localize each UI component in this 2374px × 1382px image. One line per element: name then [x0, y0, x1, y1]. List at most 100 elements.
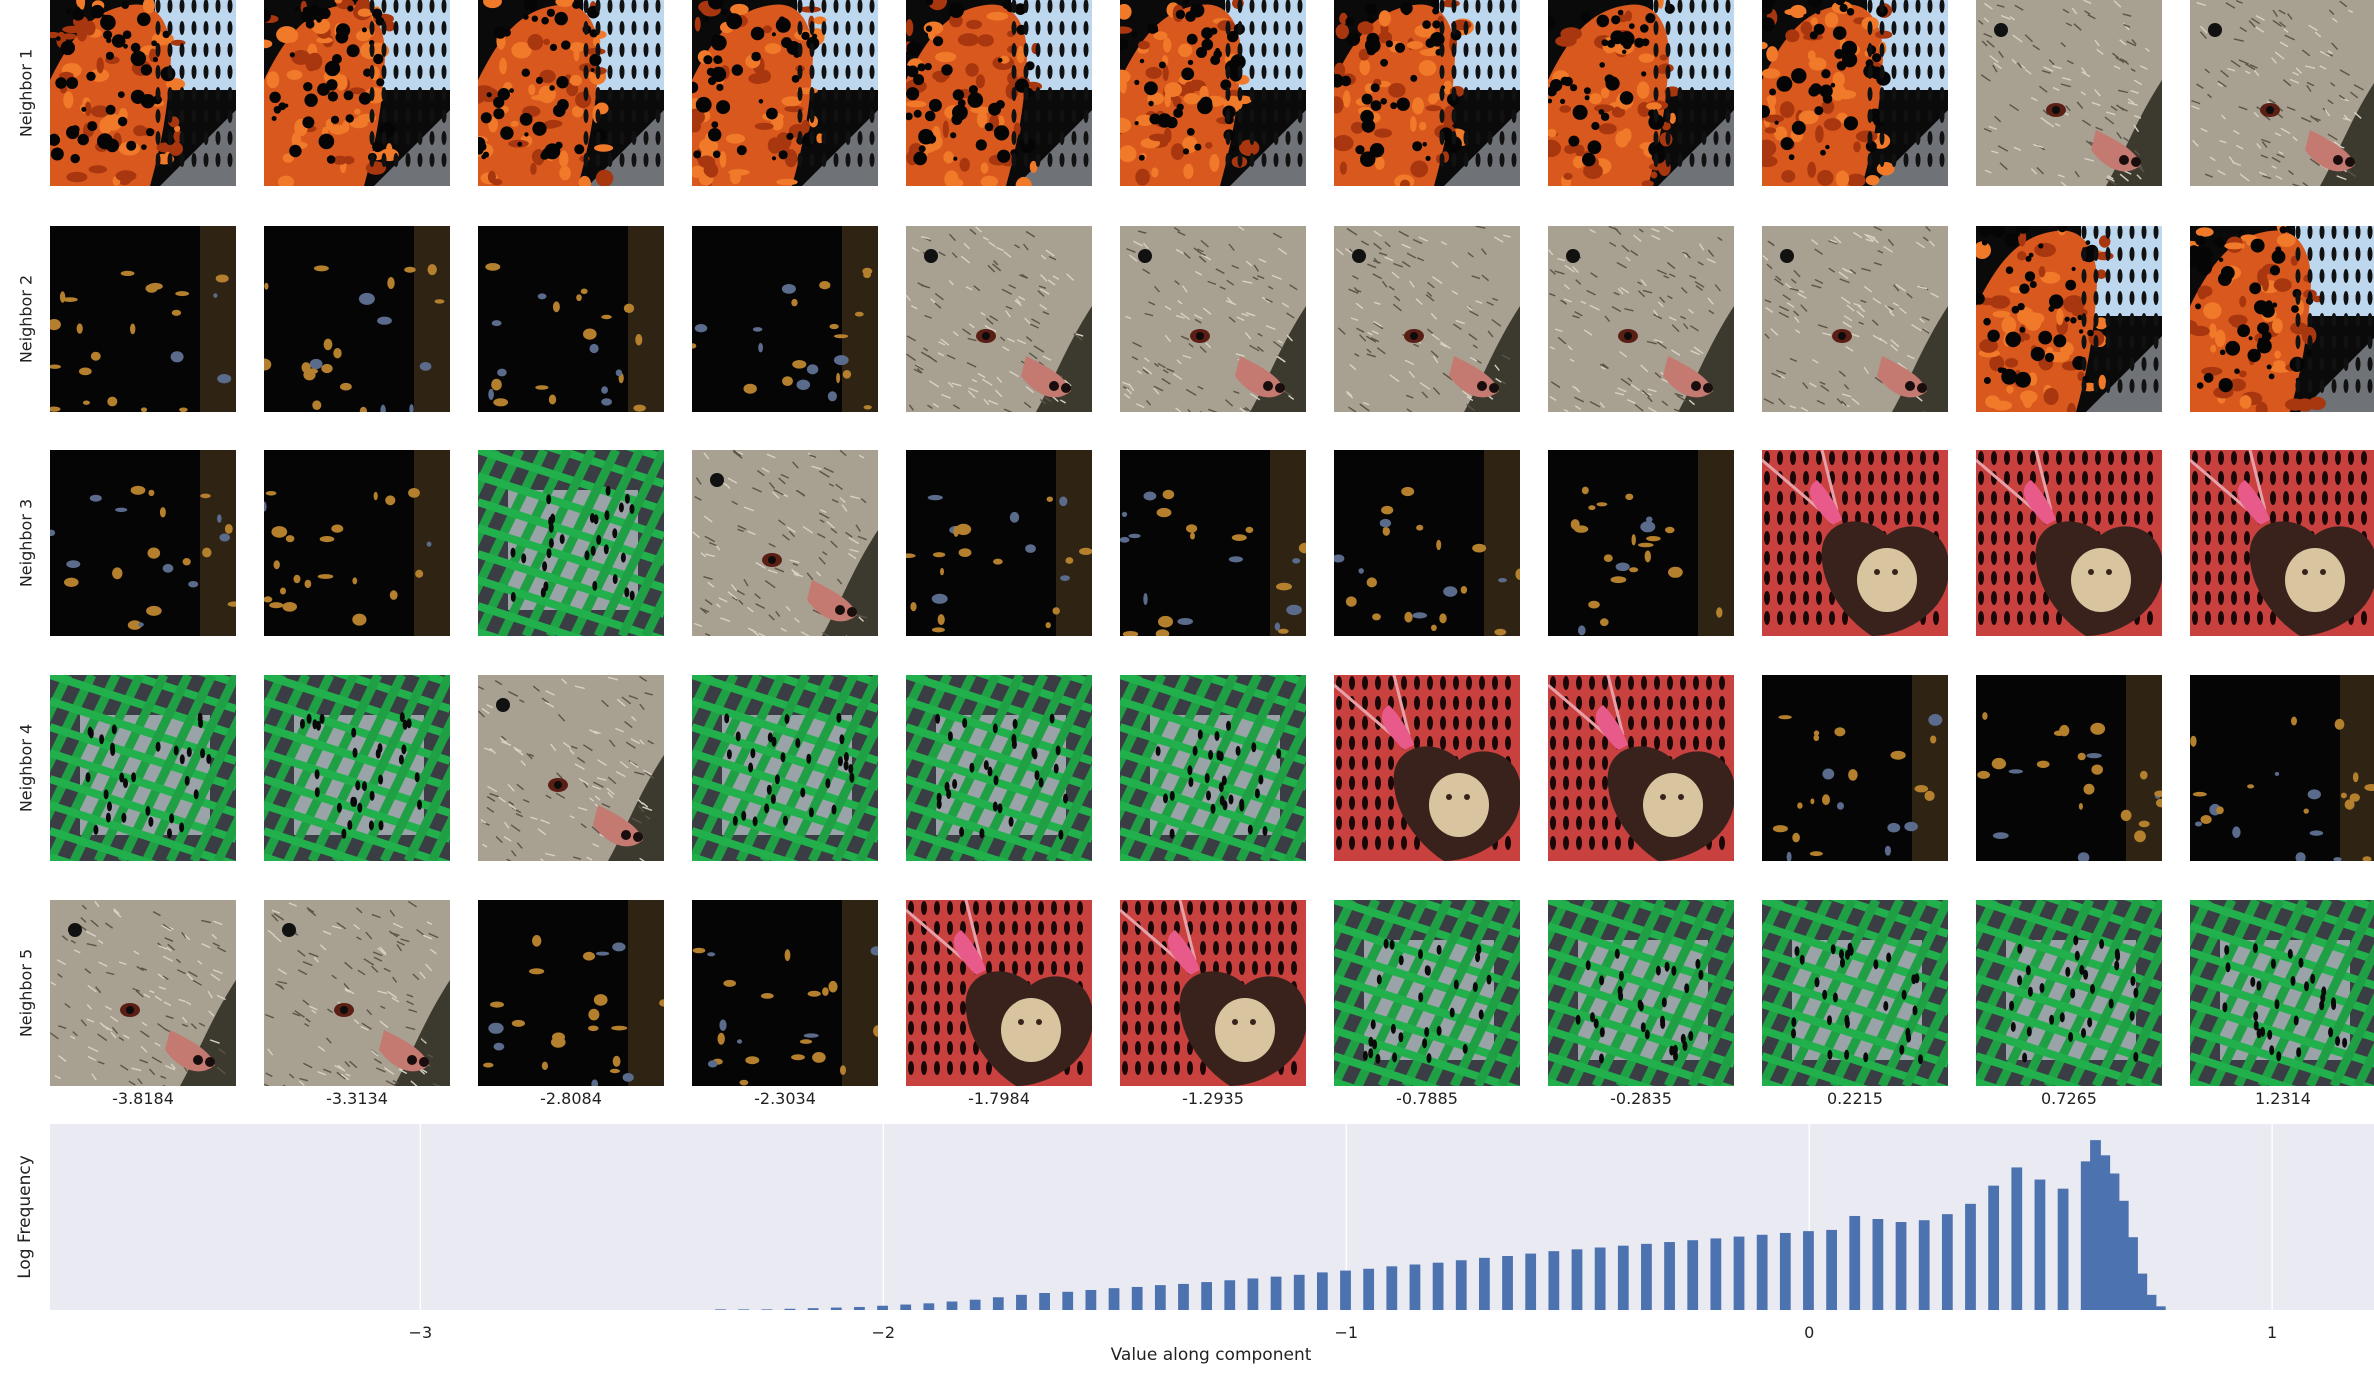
dark-tree-thumbnail — [50, 450, 236, 636]
green-cage-thumbnail — [2190, 900, 2374, 1086]
column-value-label: 0.2215 — [1827, 1089, 1883, 1108]
mongoose-thumbnail — [1334, 226, 1520, 412]
green-cage-thumbnail — [906, 675, 1092, 861]
fire-thumbnail — [50, 0, 236, 186]
dark-tree-thumbnail — [692, 226, 878, 412]
x-tick-label: 1 — [2267, 1323, 2277, 1342]
dark-tree-thumbnail — [906, 450, 1092, 636]
histogram-bar — [2136, 1273, 2148, 1310]
dark-tree-thumbnail — [478, 226, 664, 412]
histogram-bar — [715, 1309, 726, 1310]
histogram-bar — [946, 1301, 958, 1310]
histogram-bar — [1803, 1231, 1814, 1310]
histogram-bar — [992, 1297, 1004, 1310]
histogram-bar — [1479, 1257, 1490, 1310]
histogram-bar — [2080, 1161, 2092, 1310]
green-cage-thumbnail — [692, 675, 878, 861]
y-axis-label: Log Frequency — [15, 1155, 35, 1279]
histogram-bar — [1826, 1229, 1837, 1310]
histogram-bar — [761, 1309, 773, 1310]
heart-locket-thumbnail — [906, 900, 1092, 1086]
histogram-bar — [1965, 1203, 1976, 1310]
histogram-bar — [1085, 1289, 1097, 1310]
histogram-bar — [2011, 1167, 2023, 1310]
mongoose-thumbnail — [1120, 226, 1306, 412]
histogram-bar — [2117, 1200, 2129, 1310]
column-value-label: 0.7265 — [2041, 1089, 2097, 1108]
histogram-bar — [1363, 1268, 1375, 1310]
histogram-x-ticks: −3 −2 −1 0 1 — [409, 1323, 2278, 1342]
histogram-bar — [969, 1299, 981, 1310]
fire-thumbnail — [1334, 0, 1520, 186]
green-cage-thumbnail — [264, 675, 450, 861]
x-tick-label: −3 — [409, 1323, 433, 1342]
histogram-bar — [1409, 1264, 1421, 1310]
column-value-label: -0.2835 — [1610, 1089, 1672, 1108]
histogram-bar — [2108, 1173, 2120, 1310]
histogram-bar — [1016, 1294, 1027, 1310]
histogram-bar — [1710, 1238, 1722, 1310]
histogram-bar — [1386, 1266, 1398, 1310]
histogram-bar — [1178, 1283, 1189, 1310]
mongoose-thumbnail — [2190, 0, 2374, 186]
histogram-bar — [1779, 1232, 1791, 1310]
histogram-bar — [1502, 1256, 1513, 1310]
mongoose-thumbnail — [264, 900, 450, 1086]
histogram-bar — [1201, 1282, 1213, 1310]
histogram-bar — [1432, 1262, 1444, 1310]
histogram-bar — [1131, 1286, 1143, 1310]
dark-tree-thumbnail — [264, 450, 450, 636]
histogram-bar — [1988, 1185, 2000, 1310]
mongoose-thumbnail — [906, 226, 1092, 412]
histogram-bar — [1154, 1285, 1166, 1310]
mongoose-thumbnail — [692, 450, 878, 636]
histogram-bar — [2090, 1140, 2101, 1310]
fire-thumbnail — [264, 0, 450, 186]
column-value-label: -1.2935 — [1182, 1089, 1244, 1108]
dark-tree-thumbnail — [1120, 450, 1306, 636]
histogram-bar — [2034, 1179, 2046, 1310]
dark-tree-thumbnail — [1762, 675, 1948, 861]
histogram-bar — [2145, 1294, 2157, 1310]
histogram-bar — [854, 1306, 865, 1310]
mongoose-thumbnail — [50, 900, 236, 1086]
heart-locket-thumbnail — [1548, 675, 1734, 861]
histogram-bar — [1548, 1251, 1560, 1310]
histogram-bar — [2057, 1188, 2069, 1310]
histogram-bar — [1525, 1253, 1537, 1310]
histogram-bar — [1247, 1278, 1259, 1310]
fire-thumbnail — [1120, 0, 1306, 186]
histogram-bar — [1756, 1234, 1768, 1310]
histogram-bar — [807, 1308, 819, 1310]
histogram-bar — [1664, 1242, 1675, 1310]
green-cage-thumbnail — [1120, 675, 1306, 861]
green-cage-thumbnail — [1976, 900, 2162, 1086]
heart-locket-thumbnail — [2190, 450, 2374, 636]
histogram-bar — [1062, 1291, 1074, 1310]
histogram-bar — [1108, 1288, 1120, 1310]
histogram-bar — [900, 1304, 912, 1310]
histogram-bar — [2099, 1155, 2111, 1310]
dark-tree-thumbnail — [1334, 450, 1520, 636]
histogram-bar — [1687, 1240, 1699, 1310]
x-tick-label: −2 — [872, 1323, 896, 1342]
heart-locket-thumbnail — [1120, 900, 1306, 1086]
histogram-bar — [1270, 1276, 1282, 1310]
column-value-label: -2.3034 — [754, 1089, 816, 1108]
histogram-bar — [1455, 1260, 1467, 1310]
histogram-bar — [1617, 1245, 1629, 1310]
histogram-bar — [1039, 1293, 1050, 1310]
dark-tree-thumbnail — [50, 226, 236, 412]
dark-tree-thumbnail — [692, 900, 878, 1086]
x-tick-label: 0 — [1804, 1323, 1814, 1342]
dark-tree-thumbnail — [1548, 450, 1734, 636]
heart-locket-thumbnail — [1762, 450, 1948, 636]
histogram-bar — [1895, 1222, 1907, 1310]
dark-tree-thumbnail — [1976, 675, 2162, 861]
dark-tree-thumbnail — [478, 900, 664, 1086]
histogram-plot-area — [50, 1124, 2374, 1310]
histogram-bar — [1340, 1270, 1351, 1310]
column-value-label: -1.7984 — [968, 1089, 1030, 1108]
